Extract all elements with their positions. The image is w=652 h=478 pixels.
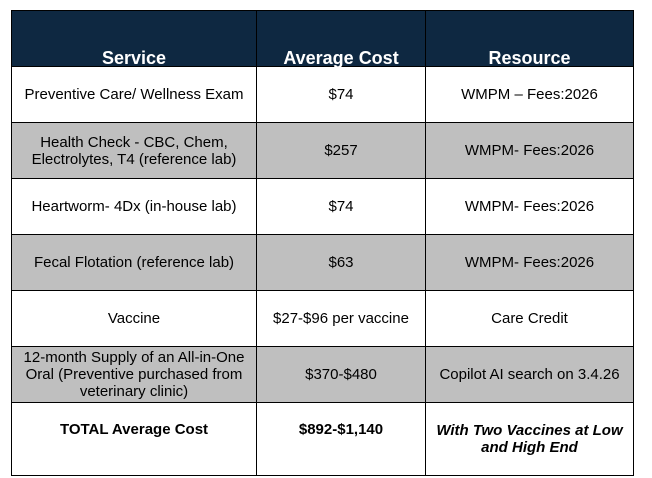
header-service: Service [11, 10, 257, 67]
table-row: Health Check - CBC, Chem, Electrolytes, … [11, 122, 634, 179]
resource-cell: WMPM- Fees:2026 [425, 122, 634, 179]
total-label: TOTAL Average Cost [59, 420, 209, 438]
cost-table: Service Average Cost Resource Preventive… [11, 10, 634, 476]
cost-cell: $370-$480 [256, 346, 426, 403]
resource-cell: WMPM – Fees:2026 [425, 66, 634, 123]
table-row: Heartworm- 4Dx (in-house lab) $74 WMPM- … [11, 178, 634, 235]
header-resource: Resource [425, 10, 634, 67]
resource-cell: Care Credit [425, 290, 634, 347]
table-row: Vaccine $27-$96 per vaccine Care Credit [11, 290, 634, 347]
cost-cell: $27-$96 per vaccine [256, 290, 426, 347]
cost-cell: $74 [256, 66, 426, 123]
service-cell: Preventive Care/ Wellness Exam [11, 66, 257, 123]
service-cell: Fecal Flotation (reference lab) [11, 234, 257, 291]
header-average-cost: Average Cost [256, 10, 426, 67]
resource-cell: WMPM- Fees:2026 [425, 178, 634, 235]
table-row: Preventive Care/ Wellness Exam $74 WMPM … [11, 66, 634, 123]
header-row: Service Average Cost Resource [11, 10, 634, 67]
total-note-cell: With Two Vaccines at Low and High End [425, 402, 634, 476]
table-row: Fecal Flotation (reference lab) $63 WMPM… [11, 234, 634, 291]
cost-cell: $74 [256, 178, 426, 235]
service-cell: Heartworm- 4Dx (in-house lab) [11, 178, 257, 235]
resource-cell: WMPM- Fees:2026 [425, 234, 634, 291]
service-cell: Vaccine [11, 290, 257, 347]
total-cost: $892-$1,140 [298, 420, 384, 438]
total-row: TOTAL Average Cost $892-$1,140 With Two … [11, 402, 634, 476]
total-note: With Two Vaccines at Low and High End [436, 422, 623, 456]
service-cell: Health Check - CBC, Chem, Electrolytes, … [11, 122, 257, 179]
cost-cell: $257 [256, 122, 426, 179]
table-row: 12-month Supply of an All-in-One Oral (P… [11, 346, 634, 403]
total-cost-cell: $892-$1,140 [256, 402, 426, 476]
total-label-cell: TOTAL Average Cost [11, 402, 257, 476]
cost-cell: $63 [256, 234, 426, 291]
service-cell: 12-month Supply of an All-in-One Oral (P… [11, 346, 257, 403]
resource-cell: Copilot AI search on 3.4.26 [425, 346, 634, 403]
